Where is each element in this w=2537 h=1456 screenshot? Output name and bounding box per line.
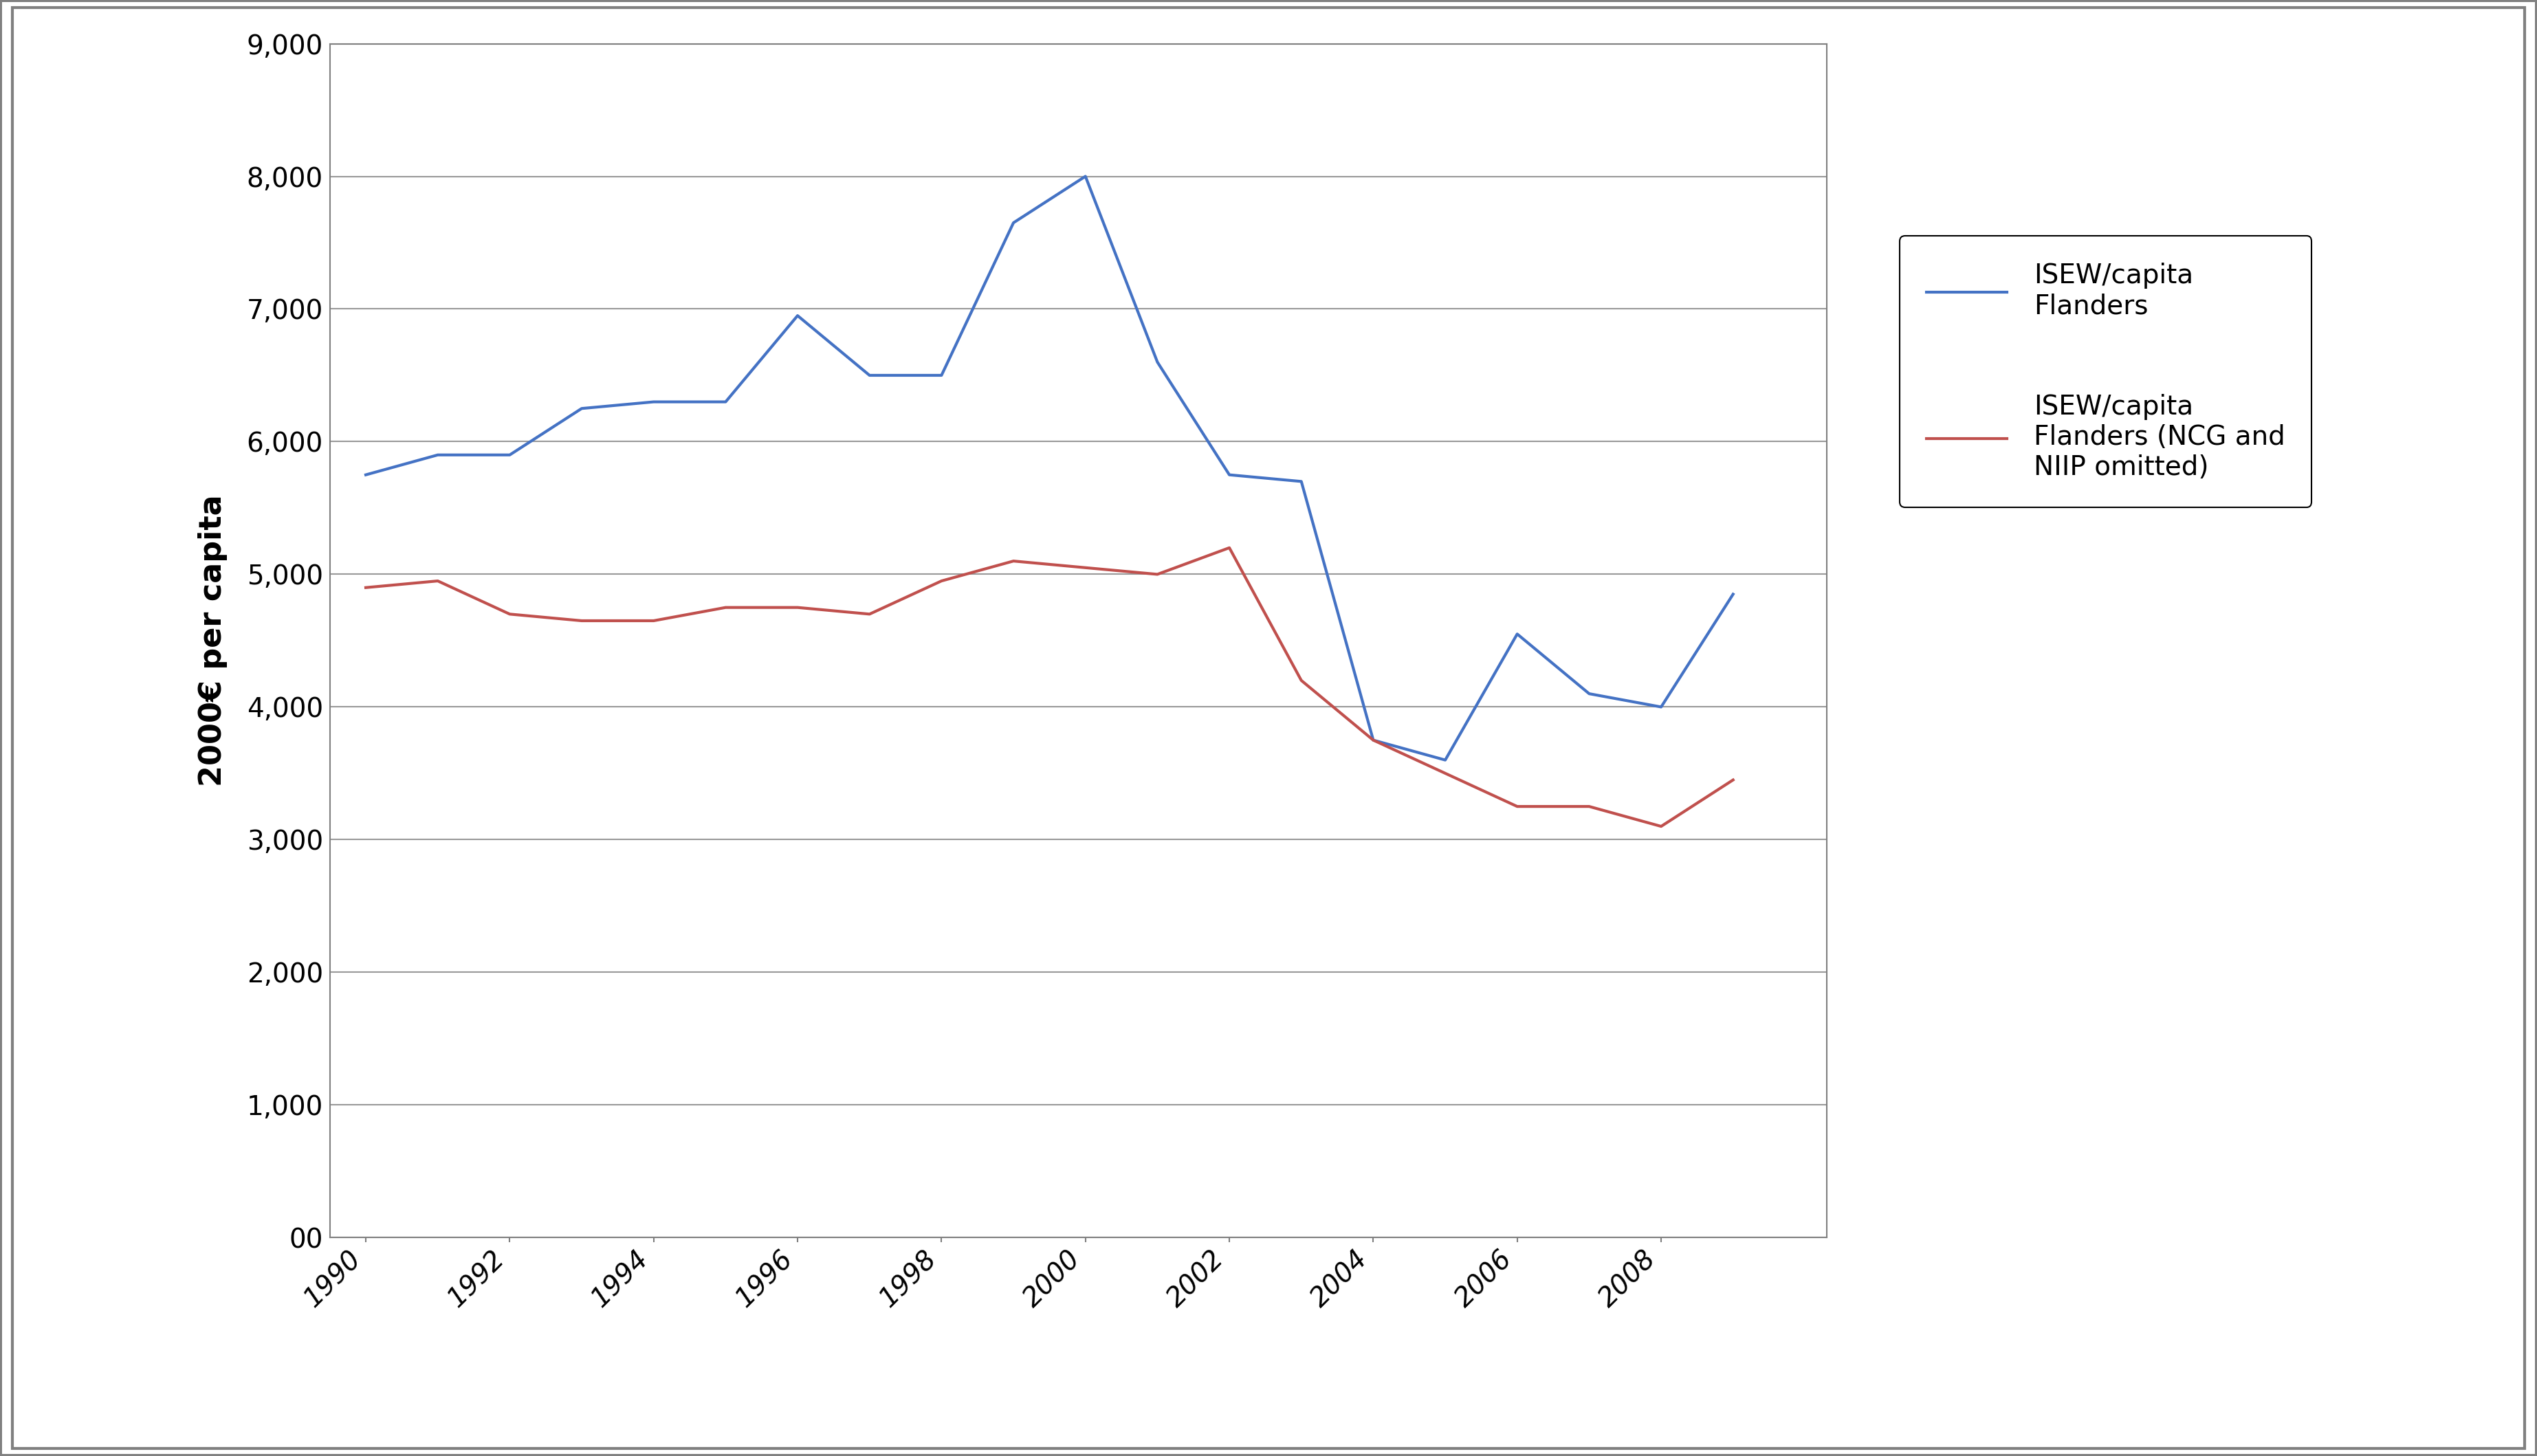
ISEW/capita
Flanders bbox=[350, 466, 381, 483]
ISEW/capita
Flanders bbox=[1431, 751, 1461, 769]
ISEW/capita
Flanders bbox=[1573, 684, 1603, 702]
ISEW/capita
Flanders (NCG and
NIIP omitted) bbox=[1286, 671, 1317, 689]
ISEW/capita
Flanders (NCG and
NIIP omitted) bbox=[1142, 565, 1172, 582]
ISEW/capita
Flanders (NCG and
NIIP omitted) bbox=[997, 552, 1027, 569]
ISEW/capita
Flanders (NCG and
NIIP omitted) bbox=[1718, 772, 1748, 789]
ISEW/capita
Flanders (NCG and
NIIP omitted) bbox=[1647, 818, 1677, 836]
ISEW/capita
Flanders (NCG and
NIIP omitted) bbox=[1502, 798, 1532, 815]
ISEW/capita
Flanders bbox=[1071, 167, 1101, 185]
ISEW/capita
Flanders (NCG and
NIIP omitted) bbox=[1431, 764, 1461, 782]
ISEW/capita
Flanders (NCG and
NIIP omitted) bbox=[1215, 539, 1246, 556]
ISEW/capita
Flanders bbox=[997, 214, 1027, 232]
ISEW/capita
Flanders bbox=[566, 400, 596, 418]
ISEW/capita
Flanders bbox=[855, 367, 885, 384]
ISEW/capita
Flanders (NCG and
NIIP omitted) bbox=[1573, 798, 1603, 815]
ISEW/capita
Flanders (NCG and
NIIP omitted) bbox=[350, 579, 381, 597]
ISEW/capita
Flanders (NCG and
NIIP omitted) bbox=[495, 606, 525, 623]
ISEW/capita
Flanders (NCG and
NIIP omitted) bbox=[1357, 731, 1388, 748]
ISEW/capita
Flanders bbox=[781, 307, 812, 325]
ISEW/capita
Flanders bbox=[1502, 625, 1532, 642]
Y-axis label: 2000€ per capita: 2000€ per capita bbox=[198, 495, 228, 786]
ISEW/capita
Flanders bbox=[1142, 354, 1172, 371]
ISEW/capita
Flanders (NCG and
NIIP omitted) bbox=[855, 606, 885, 623]
ISEW/capita
Flanders bbox=[710, 393, 741, 411]
ISEW/capita
Flanders (NCG and
NIIP omitted) bbox=[424, 572, 454, 590]
ISEW/capita
Flanders (NCG and
NIIP omitted) bbox=[710, 598, 741, 616]
ISEW/capita
Flanders (NCG and
NIIP omitted) bbox=[566, 612, 596, 629]
ISEW/capita
Flanders bbox=[1286, 473, 1317, 491]
Legend: ISEW/capita
Flanders, ISEW/capita
Flanders (NCG and
NIIP omitted): ISEW/capita Flanders, ISEW/capita Flande… bbox=[1900, 236, 2311, 508]
ISEW/capita
Flanders (NCG and
NIIP omitted) bbox=[1071, 559, 1101, 577]
ISEW/capita
Flanders bbox=[1357, 731, 1388, 748]
ISEW/capita
Flanders (NCG and
NIIP omitted) bbox=[781, 598, 812, 616]
ISEW/capita
Flanders bbox=[495, 446, 525, 463]
ISEW/capita
Flanders bbox=[424, 446, 454, 463]
ISEW/capita
Flanders bbox=[926, 367, 956, 384]
ISEW/capita
Flanders bbox=[1215, 466, 1246, 483]
ISEW/capita
Flanders bbox=[1718, 585, 1748, 603]
ISEW/capita
Flanders (NCG and
NIIP omitted) bbox=[639, 612, 670, 629]
ISEW/capita
Flanders (NCG and
NIIP omitted) bbox=[926, 572, 956, 590]
ISEW/capita
Flanders bbox=[639, 393, 670, 411]
ISEW/capita
Flanders bbox=[1647, 699, 1677, 716]
Line: ISEW/capita
Flanders: ISEW/capita Flanders bbox=[365, 176, 1733, 760]
Line: ISEW/capita
Flanders (NCG and
NIIP omitted): ISEW/capita Flanders (NCG and NIIP omitt… bbox=[365, 547, 1733, 827]
